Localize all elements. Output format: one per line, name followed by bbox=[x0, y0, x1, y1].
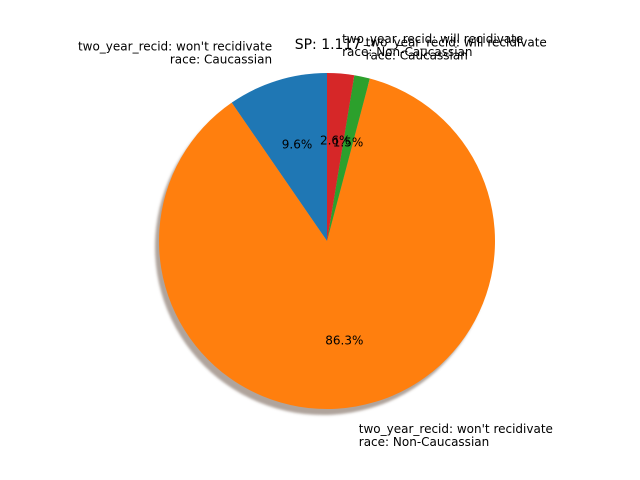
chart-title: SP: 1.117 bbox=[295, 37, 362, 53]
pie-labels: 9.6%two_year_recid: won't recidivate race… bbox=[78, 32, 553, 449]
slice-2-percent-label: 86.3% bbox=[325, 333, 363, 347]
slice-3-label-line-1: two_year_recid: will recidivate bbox=[366, 35, 547, 49]
slice-4-percent-label: 2.6% bbox=[320, 134, 351, 148]
slice-1-label-line-1: two_year_recid: won't recidivate bbox=[78, 40, 272, 54]
slice-1-wedge bbox=[231, 73, 327, 241]
pie-slices bbox=[159, 73, 496, 410]
slice-2-label-line-1: two_year_recid: won't recidivate bbox=[359, 422, 553, 436]
slice-4-category-label: two_year_recid: will recidivate race: Non… bbox=[342, 32, 523, 59]
slice-2-label-line-2: race: Non-Caucassian bbox=[359, 435, 489, 449]
slice-2-category-label: two_year_recid: won't recidivate race: No… bbox=[359, 422, 553, 449]
slice-4-label-line-2: race: Non-Caucassian bbox=[342, 45, 472, 59]
slice-1-percent-label: 9.6% bbox=[282, 138, 313, 152]
slice-1-category-label: two_year_recid: won't recidivate race: Ca… bbox=[78, 40, 272, 67]
slice-1-label-line-2: race: Caucassian bbox=[170, 53, 272, 67]
slice-3-percent-label: 1.5% bbox=[333, 135, 364, 149]
slice-3-wedge bbox=[327, 75, 370, 242]
slice-4-wedge bbox=[327, 73, 355, 241]
slice-4-label-line-1: two_year_recid: will recidivate bbox=[342, 32, 523, 46]
slice-2-wedge bbox=[159, 78, 496, 410]
slice-3-label-line-2: race: Caucassian bbox=[366, 48, 468, 62]
slice-3-category-label: two_year_recid: will recidivate race: Cau… bbox=[366, 35, 547, 62]
